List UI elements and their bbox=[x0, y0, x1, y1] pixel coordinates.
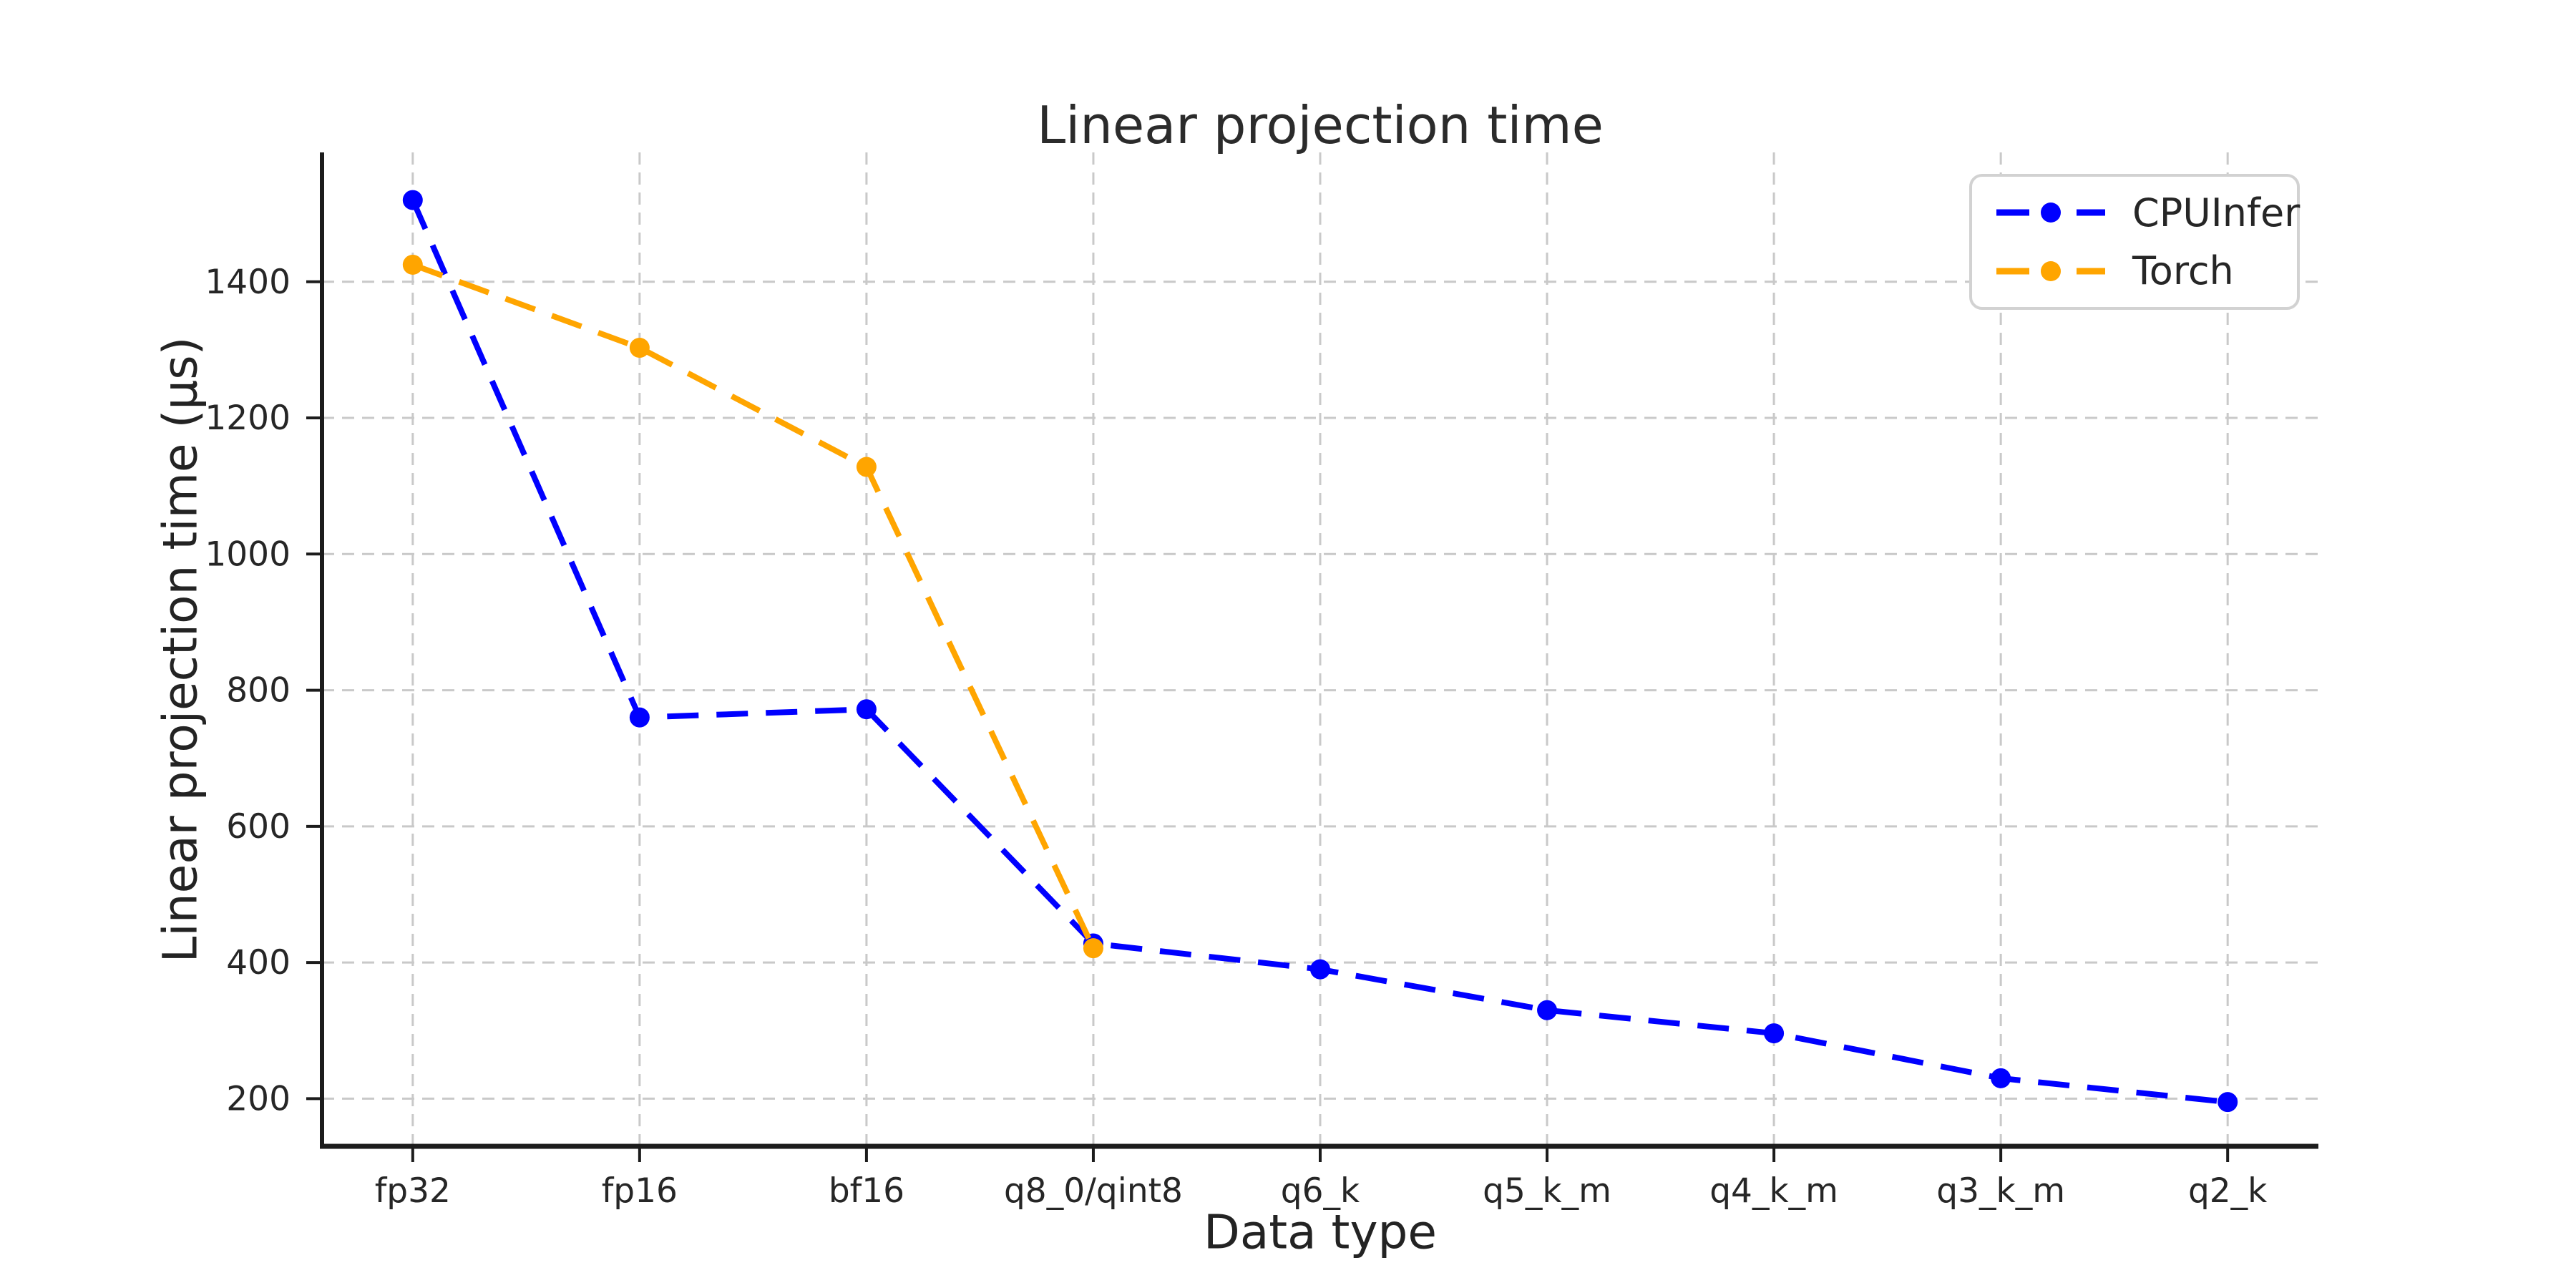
data-point-torch bbox=[629, 338, 650, 358]
data-point-cpuinfer bbox=[1310, 959, 1330, 980]
x-tick-label: q6_k bbox=[1281, 1171, 1360, 1211]
data-point-cpuinfer bbox=[1991, 1068, 2011, 1088]
data-point-cpuinfer bbox=[856, 699, 877, 720]
y-tick-label: 1200 bbox=[205, 399, 291, 438]
y-tick-label: 400 bbox=[226, 943, 291, 982]
x-tick-label: q2_k bbox=[2188, 1171, 2268, 1211]
x-tick-label: q8_0/qint8 bbox=[1004, 1171, 1183, 1211]
series-line-torch bbox=[411, 262, 1096, 950]
legend-line-sample-cpuinfer bbox=[1996, 203, 2105, 223]
data-point-cpuinfer bbox=[1764, 1023, 1785, 1044]
data-point-cpuinfer bbox=[402, 190, 423, 210]
y-tick-label: 1000 bbox=[205, 535, 291, 574]
data-point-cpuinfer bbox=[2218, 1092, 2238, 1113]
legend-item-torch: Torch bbox=[1994, 248, 2297, 293]
data-point-cpuinfer bbox=[1537, 1000, 1558, 1020]
y-axis-label: Linear projection time (μs) bbox=[152, 336, 208, 963]
x-axis-label: Data type bbox=[1203, 1204, 1438, 1260]
x-tick-label: q4_k_m bbox=[1709, 1171, 1838, 1211]
chart-title: Linear projection time bbox=[1037, 95, 1604, 155]
y-tick-label: 800 bbox=[226, 671, 291, 711]
legend-line-sample-torch bbox=[1996, 260, 2105, 281]
data-point-torch bbox=[856, 457, 877, 477]
y-tick-label: 200 bbox=[226, 1079, 291, 1118]
data-point-cpuinfer bbox=[629, 707, 650, 728]
y-tick-label: 600 bbox=[226, 807, 291, 847]
legend-label-cpuinfer: CPUInfer bbox=[2132, 190, 2301, 235]
x-tick-label: q5_k_m bbox=[1483, 1171, 1611, 1211]
data-point-torch bbox=[1083, 938, 1103, 959]
legend-item-cpuinfer: CPUInfer bbox=[1994, 190, 2301, 235]
y-tick-label: 1400 bbox=[205, 263, 291, 302]
data-point-torch bbox=[402, 254, 423, 275]
legend-label-torch: Torch bbox=[2132, 248, 2234, 294]
x-tick-label: fp32 bbox=[375, 1171, 451, 1211]
x-tick-label: fp16 bbox=[602, 1171, 678, 1211]
x-tick-label: bf16 bbox=[829, 1171, 904, 1211]
legend: CPUInfer Torch bbox=[1969, 174, 2300, 310]
x-tick-label: q3_k_m bbox=[1936, 1171, 2065, 1211]
